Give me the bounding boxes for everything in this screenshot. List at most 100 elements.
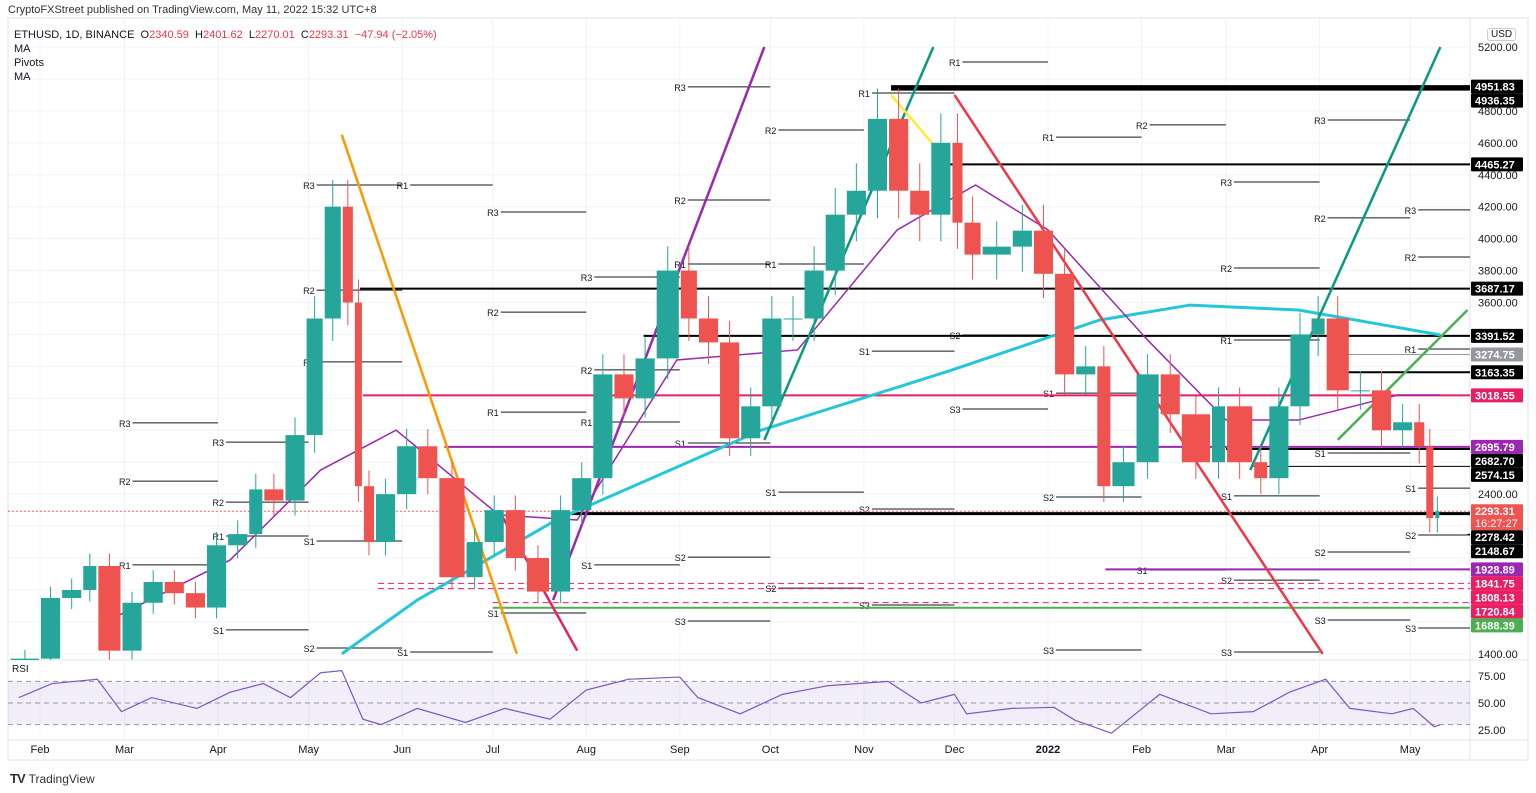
close-label: C <box>300 29 309 41</box>
price-level-badge <box>1471 79 1523 94</box>
price-level-label: 2293.31 <box>1475 506 1515 518</box>
rsi-tick-label: 75.00 <box>1478 671 1506 683</box>
candle-body <box>363 486 374 543</box>
candle-body <box>185 593 205 608</box>
price-level-badge <box>1471 439 1523 454</box>
time-tick-label: Sep <box>670 744 690 756</box>
rsi-title: RSI <box>12 664 29 675</box>
rsi-tick-label: 25.00 <box>1478 725 1506 737</box>
candle-body <box>1097 366 1111 487</box>
price-level-badge <box>1471 604 1523 619</box>
time-tick-label: May <box>1400 744 1421 756</box>
candle-body <box>1136 374 1159 463</box>
candle-body <box>306 318 323 436</box>
time-tick-label: Feb <box>1132 744 1151 756</box>
pivot-label: S1 <box>859 347 870 357</box>
pivot-label: R1 <box>487 408 499 418</box>
price-level-badge <box>1471 281 1523 296</box>
candle-body <box>1211 406 1226 463</box>
close-value: 2293.31 <box>308 29 349 41</box>
price-level-label: 3274.75 <box>1475 349 1515 361</box>
pivot-label: S1 <box>1137 566 1148 576</box>
pivot-label: S3 <box>1221 648 1232 658</box>
candle-body <box>285 435 305 501</box>
candle-body <box>741 406 761 439</box>
candle-body <box>324 206 341 319</box>
pivot-label: S1 <box>397 648 408 658</box>
time-tick-label: Apr <box>209 744 226 756</box>
ohlc-row: ETHUSD, 1D, BINANCE O2340.59 H2401.62 L2… <box>14 28 437 42</box>
chart-frame <box>7 17 1529 761</box>
candle-body <box>264 489 284 501</box>
pivot-label: R2 <box>213 498 225 508</box>
candle-body <box>164 581 184 594</box>
pivot-label: R2 <box>1136 121 1148 131</box>
pivot-label: R1 <box>949 58 961 68</box>
pivot-label: S1 <box>1405 484 1416 494</box>
candle-body <box>354 302 362 487</box>
time-tick-label: Mar <box>115 744 134 756</box>
pivot-label: R1 <box>1042 133 1054 143</box>
price-level-label: 1808.13 <box>1475 592 1515 604</box>
candle-body <box>1254 462 1268 479</box>
candle-body <box>342 206 353 303</box>
high-label: H <box>195 29 203 41</box>
candle-body <box>1181 414 1210 463</box>
currency-badge[interactable]: USD <box>1487 28 1517 41</box>
candle-body <box>466 542 483 578</box>
pivot-label: R2 <box>1221 264 1233 274</box>
brand-name: TradingView <box>28 771 95 786</box>
candle-body <box>593 374 613 479</box>
candle-body <box>83 566 97 590</box>
pivot-label: R2 <box>581 366 593 376</box>
time-tick-label: Aug <box>576 744 596 756</box>
candle-body <box>1435 511 1440 519</box>
candle-body <box>846 190 866 215</box>
countdown-label: 16:27:27 <box>1475 518 1518 530</box>
price-level-label: 3163.35 <box>1475 367 1515 379</box>
candle-body <box>206 545 227 608</box>
pivot-label: S2 <box>1221 576 1232 586</box>
candle-body <box>572 478 592 511</box>
candle-body <box>41 597 61 659</box>
pivot-label: R3 <box>213 438 225 448</box>
candle-body <box>656 270 679 359</box>
price-level-label: 4465.27 <box>1475 159 1515 171</box>
trend-line <box>763 46 935 441</box>
indicator-ma[interactable]: MA <box>14 43 31 55</box>
price-level-badge <box>1471 93 1523 108</box>
high-value: 2401.62 <box>202 29 243 41</box>
price-level-badge <box>1471 576 1523 591</box>
price-level-badge <box>1471 328 1523 343</box>
candle-body <box>762 318 782 407</box>
candle-body <box>889 118 909 191</box>
candle-body <box>1055 273 1075 375</box>
symbol-label[interactable]: ETHUSD, 1D, BINANCE <box>14 29 135 41</box>
plot-area: R3 R2 R1 R1 R1 R2 R3 R3 R1 R3 R2 R3 R3 R2 R2 R2 R2 R1 R1 R3… <box>8 46 1470 660</box>
pivot-label: S2 <box>304 644 315 654</box>
price-level-label: 3687.17 <box>1475 284 1515 296</box>
pivot-label: S2 <box>1315 548 1326 558</box>
candle-body <box>1269 406 1289 479</box>
pivot-label: S1 <box>1315 449 1326 459</box>
time-tick-label: Mar <box>1217 744 1236 756</box>
pivot-label: R1 <box>213 532 225 542</box>
candle-body <box>439 478 465 578</box>
candle-body <box>484 510 504 543</box>
candle-body <box>1112 462 1135 487</box>
price-tick-label: 1400.00 <box>1478 649 1518 661</box>
time-tick-label: Nov <box>854 744 874 756</box>
pivot-label: R1 <box>1221 336 1233 346</box>
price-level-badge <box>1471 467 1523 482</box>
pivot-label: R1 <box>1405 345 1417 355</box>
candle-body <box>505 510 525 559</box>
candle-body <box>783 318 803 320</box>
pivot-label: R3 <box>1221 178 1233 188</box>
time-tick-label: Feb <box>31 744 50 756</box>
indicator-pivots[interactable]: Pivots <box>14 57 44 69</box>
price-tick-label: 3800.00 <box>1478 266 1518 278</box>
change-value: −47.94 (−2.05%) <box>354 29 437 41</box>
price-level-label: 3018.55 <box>1475 390 1515 402</box>
indicator-ma-2[interactable]: MA <box>14 71 31 83</box>
